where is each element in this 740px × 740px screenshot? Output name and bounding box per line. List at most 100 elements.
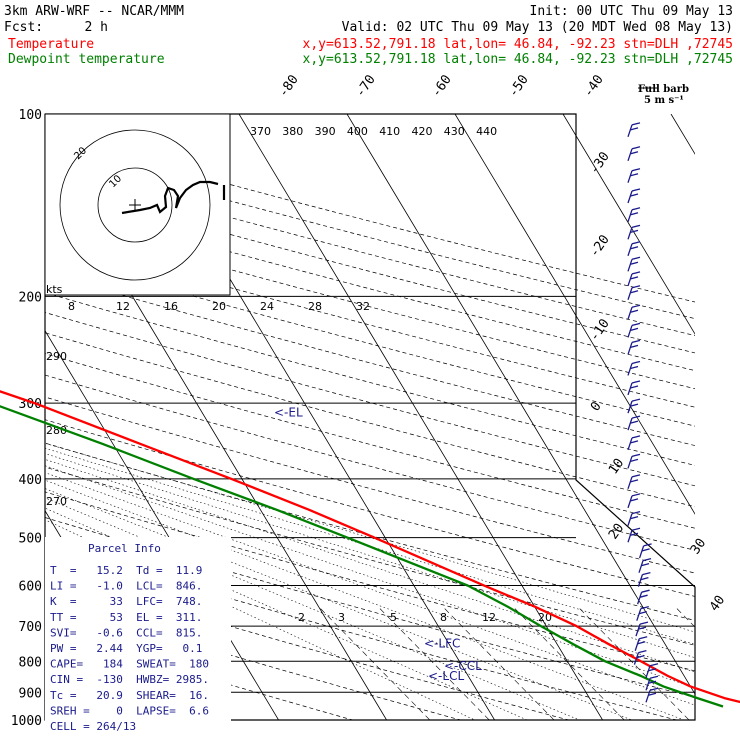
- theta-e-label: 410: [379, 125, 400, 138]
- wind-barb: [627, 453, 641, 469]
- speed-label: 12: [116, 300, 130, 313]
- parcel-level-label: <-CCL: [444, 659, 482, 673]
- wind-barb: [638, 543, 652, 559]
- wind-barb: [645, 663, 659, 678]
- mixing-ratio-line: [577, 606, 690, 720]
- pressure-label: 400: [19, 473, 42, 488]
- wind-barb: [627, 435, 641, 451]
- pressure-label: 300: [19, 397, 42, 412]
- speed-label: 28: [308, 300, 322, 313]
- isotherm-line: [346, 114, 695, 695]
- mixing-ratio-line: [442, 606, 555, 720]
- dewpoint-row-name: Dewpoint temperature: [8, 52, 165, 67]
- theta-e-label: 380: [282, 125, 303, 138]
- mixing-ratio-label: 12: [482, 611, 496, 624]
- parcel-info-row: K = 33 LFC= 748.: [50, 595, 202, 608]
- wind-barb: [627, 241, 641, 257]
- theta-e-label: 430: [444, 125, 465, 138]
- parcel-info-row: SREH = 0 LAPSE= 6.6: [50, 704, 209, 717]
- profile-lines: <-EL <-LFC <-CCL<-LCL: [0, 390, 740, 708]
- isotherm-label: 20: [606, 521, 627, 542]
- wind-barb: [645, 675, 659, 691]
- hodograph-ring-outer: [59, 129, 211, 281]
- forecast-label: Fcst:: [4, 20, 43, 35]
- speed-label: 8: [68, 300, 75, 313]
- theta-e-label: 420: [412, 125, 433, 138]
- pressure-label: 100: [19, 108, 42, 123]
- hodograph-trace: [121, 180, 219, 215]
- parcel-info-row: CIN = -130 HWBZ= 2985.: [50, 673, 209, 686]
- wind-barb: [627, 527, 641, 543]
- parcel-info-row: SVI= -0.6 CCL= 815.: [50, 626, 202, 639]
- isotherm-label: 0: [588, 399, 605, 414]
- wind-legend-title: Full barb: [638, 84, 689, 95]
- temperature-profile: [0, 390, 740, 704]
- speed-label: 16: [164, 300, 178, 313]
- init-time: Init: 00 UTC Thu 09 May 13: [530, 4, 734, 19]
- parcel-level-label: <-EL: [274, 406, 303, 420]
- wind-barb: [637, 572, 651, 587]
- isotherm-label: -40: [581, 72, 607, 100]
- dry-adiabat-line: [45, 217, 695, 390]
- dry-adiabat-line: [45, 273, 695, 446]
- dry-adiabat-line: [45, 254, 695, 427]
- parcel-info-row: TT = 53 EL = 311.: [50, 611, 202, 624]
- wind-barb: [627, 168, 641, 183]
- temperature-row-info: x,y=613.52,791.18 lat,lon= 46.84, -92.23…: [303, 37, 733, 52]
- model-title: 3km ARW-WRF -- NCAR/MMM: [4, 4, 184, 19]
- isotherm-label: -20: [587, 232, 613, 260]
- wind-barb: [636, 589, 650, 605]
- speed-label: 24: [260, 300, 274, 313]
- dewpoint-profile: [0, 405, 724, 708]
- wind-barb: [627, 256, 641, 272]
- isotherm-label: -80: [276, 72, 302, 100]
- wind-barb: [645, 687, 659, 703]
- wind-barb: [634, 636, 648, 651]
- wind-barbs: [627, 122, 659, 703]
- parcel-info-row: CAPE= 184 SWEAT= 180: [50, 658, 209, 671]
- wind-barb: [633, 649, 647, 665]
- parcel-info-background: [45, 537, 231, 730]
- isotherm-label: -70: [353, 72, 379, 100]
- pressure-label: 700: [19, 620, 42, 635]
- wind-barb: [636, 606, 649, 621]
- wind-barb: [627, 146, 641, 161]
- dry-adiabat-line: [45, 599, 462, 720]
- theta-e-label: 400: [347, 125, 368, 138]
- parcel-info-row: Tc = 20.9 SHEAR= 16.: [50, 689, 209, 702]
- wind-barb: [627, 339, 641, 355]
- dry-adiabat-line: [45, 517, 695, 698]
- mixing-ratio-line: [674, 606, 695, 628]
- pressure-label: 800: [19, 655, 42, 670]
- isotherm-label: 30: [688, 536, 709, 557]
- forecast-hour: 2 h: [85, 20, 108, 35]
- dry-adiabat-line: [45, 312, 695, 487]
- parcel-info-rows: T = 15.2 Td = 11.9 LI = -1.0 LCL= 846. K =…: [50, 564, 209, 733]
- pressure-label: 1000: [11, 714, 42, 729]
- parcel-info-panel: Parcel Info T = 15.2 Td = 11.9 LI = -1.0 …: [45, 537, 231, 733]
- pressure-label: 500: [19, 532, 42, 547]
- theta-label: 290: [46, 350, 67, 363]
- wind-barb: [627, 271, 641, 287]
- theta-e-label: 390: [315, 125, 336, 138]
- parcel-level-label: <-LCL: [428, 669, 464, 683]
- wind-barb: [627, 224, 641, 240]
- wind-barb: [635, 621, 649, 637]
- isotherm-line: [454, 114, 695, 515]
- pressure-label: 200: [19, 290, 42, 305]
- wind-barb: [627, 122, 641, 138]
- mixing-ratio-label: 8: [440, 611, 447, 624]
- theta-e-label: 370: [250, 125, 271, 138]
- parcel-level-label: <-LFC: [424, 637, 460, 651]
- mixing-ratio-label: 5: [390, 611, 397, 624]
- moist-adiabat-line: [45, 447, 695, 645]
- dewpoint-row-info: x,y=613.52,791.18 lat,lon= 46.84, -92.23…: [303, 52, 733, 67]
- wind-barb: [627, 398, 641, 414]
- isotherm-label: -60: [429, 72, 455, 100]
- isotherm-label: 10: [606, 456, 627, 477]
- moist-adiabat-line: [45, 472, 695, 706]
- wind-barb: [638, 558, 652, 573]
- isotherm-line: [562, 114, 695, 335]
